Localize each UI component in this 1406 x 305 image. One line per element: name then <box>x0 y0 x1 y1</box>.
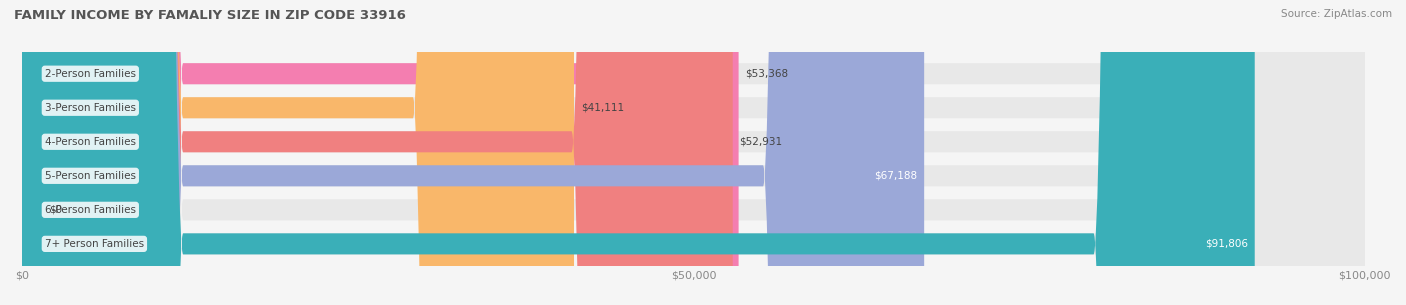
Text: $53,368: $53,368 <box>745 69 789 79</box>
Text: Source: ZipAtlas.com: Source: ZipAtlas.com <box>1281 9 1392 19</box>
Text: FAMILY INCOME BY FAMALIY SIZE IN ZIP CODE 33916: FAMILY INCOME BY FAMALIY SIZE IN ZIP COD… <box>14 9 406 22</box>
FancyBboxPatch shape <box>22 0 574 305</box>
Text: 6-Person Families: 6-Person Families <box>45 205 136 215</box>
Text: $52,931: $52,931 <box>740 137 783 147</box>
Text: 4-Person Families: 4-Person Families <box>45 137 136 147</box>
FancyBboxPatch shape <box>22 0 1365 305</box>
FancyBboxPatch shape <box>22 0 1365 305</box>
Text: $91,806: $91,806 <box>1205 239 1249 249</box>
Text: 2-Person Families: 2-Person Families <box>45 69 136 79</box>
FancyBboxPatch shape <box>22 0 1365 305</box>
Text: $0: $0 <box>49 205 62 215</box>
FancyBboxPatch shape <box>22 0 1365 305</box>
Text: $67,188: $67,188 <box>875 171 918 181</box>
Text: $41,111: $41,111 <box>581 103 624 113</box>
Text: 5-Person Families: 5-Person Families <box>45 171 136 181</box>
FancyBboxPatch shape <box>22 0 1365 305</box>
Text: 3-Person Families: 3-Person Families <box>45 103 136 113</box>
Text: 7+ Person Families: 7+ Person Families <box>45 239 143 249</box>
FancyBboxPatch shape <box>22 0 924 305</box>
FancyBboxPatch shape <box>22 0 1254 305</box>
FancyBboxPatch shape <box>22 0 738 305</box>
FancyBboxPatch shape <box>22 0 733 305</box>
FancyBboxPatch shape <box>22 0 1365 305</box>
